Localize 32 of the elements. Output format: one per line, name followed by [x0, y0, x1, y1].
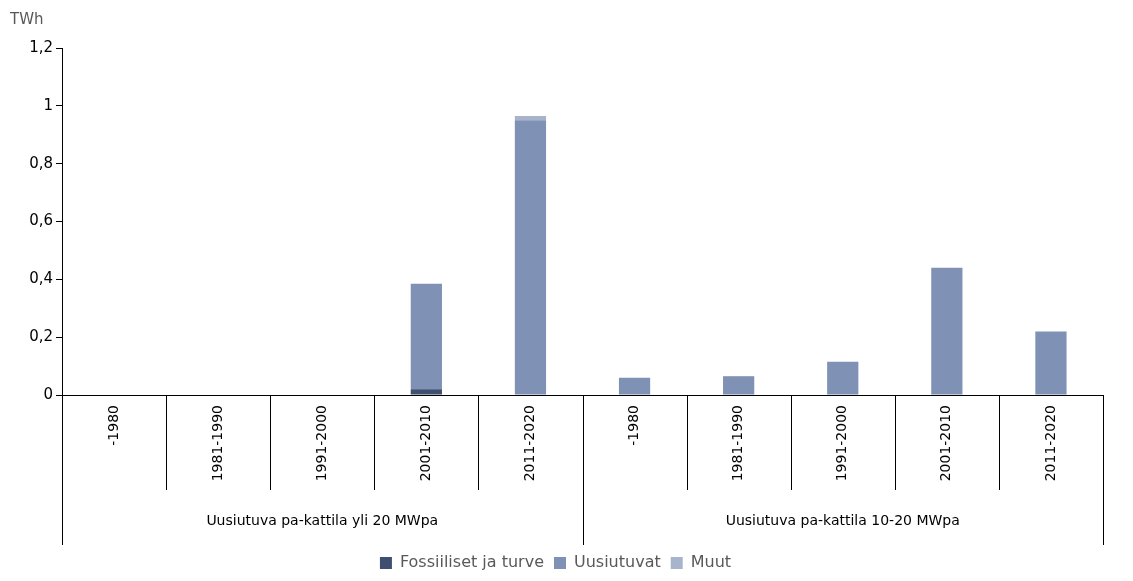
- legend-label: Fossiiliset ja turve: [399, 552, 544, 572]
- bar: [827, 361, 859, 395]
- y-tick-label: 1: [43, 95, 53, 114]
- legend-label: Muut: [690, 552, 732, 572]
- y-tick-label: 0,6: [29, 211, 53, 230]
- y-axis-title: TWh: [9, 9, 44, 28]
- x-tick-label: 2011-2020: [1041, 405, 1058, 482]
- x-tick-label: 1981-1990: [729, 405, 746, 482]
- x-tick-label: -1980: [625, 405, 642, 446]
- bar: [514, 120, 547, 395]
- text: Uusiutuva pa-kattila yli 20 MWpa: [206, 512, 439, 529]
- bar: [618, 377, 651, 395]
- bar: [410, 389, 442, 395]
- y-tick-label: 0,2: [29, 327, 53, 346]
- y-tick-label: 0: [43, 384, 53, 403]
- x-tick-label: 2011-2020: [521, 405, 538, 482]
- bar: [931, 267, 963, 395]
- x-tick-label: -1980: [104, 405, 121, 446]
- y-tick-label: 0,8: [29, 153, 53, 172]
- y-tick-label: 1,2: [29, 37, 53, 56]
- x-tick-label: 1991-2000: [833, 405, 850, 482]
- text: Uusiutuva pa-kattila 10-20 MWpa: [725, 512, 960, 529]
- legend-label: Uusiutuvat: [573, 552, 661, 572]
- x-tick-label: 1991-2000: [312, 405, 329, 482]
- x-tick-label: 2001-2010: [416, 405, 433, 482]
- bar: [1035, 331, 1067, 395]
- bar: [723, 376, 755, 395]
- bar: [514, 115, 547, 121]
- x-tick-label: 2001-2010: [937, 405, 954, 482]
- bar: [410, 283, 442, 390]
- x-tick-label: 1981-1990: [208, 405, 225, 482]
- y-tick-label: 0,4: [29, 269, 53, 288]
